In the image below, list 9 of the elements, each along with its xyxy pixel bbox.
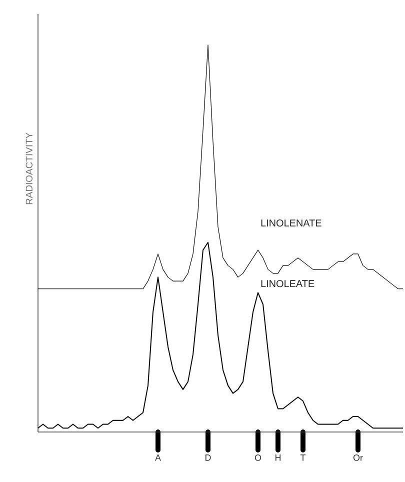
x-tick-label: Or [353, 454, 363, 461]
x-tick-label: D [205, 454, 211, 461]
x-tick-label: T [300, 454, 306, 461]
text: LINOLENATE [261, 219, 322, 227]
y-axis-title: RADIOACTIVITY [26, 132, 32, 204]
x-tick-label: H [275, 454, 281, 461]
series-label: LINOLEATE [261, 280, 314, 288]
x-tick-label: A [155, 454, 161, 461]
x-tick-label: O [254, 454, 262, 461]
